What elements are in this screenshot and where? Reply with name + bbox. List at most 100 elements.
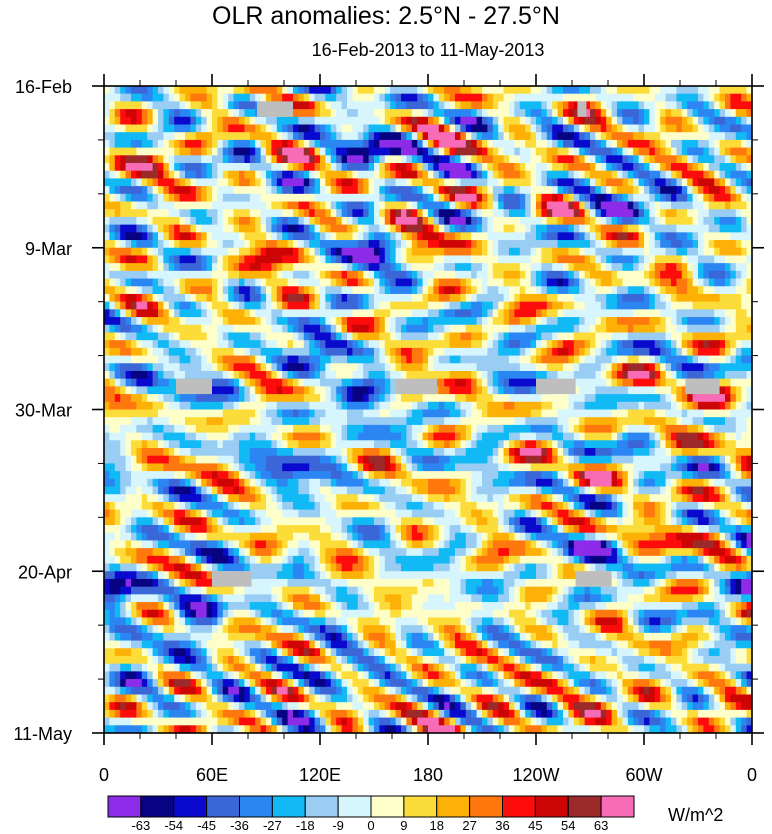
heatmap-cell bbox=[487, 401, 494, 411]
heatmap-cell bbox=[687, 394, 694, 403]
heatmap-cell bbox=[530, 155, 537, 164]
heatmap-cell bbox=[573, 347, 580, 357]
heatmap-cell bbox=[487, 370, 494, 380]
heatmap-cell bbox=[158, 209, 164, 218]
heatmap-cell bbox=[212, 270, 218, 280]
heatmap-cell bbox=[460, 332, 467, 341]
heatmap-cell bbox=[163, 132, 170, 141]
heatmap-cell bbox=[190, 370, 197, 380]
heatmap-cell bbox=[600, 178, 607, 187]
heatmap-cell bbox=[147, 340, 154, 349]
heatmap-cell bbox=[525, 270, 532, 280]
heatmap-cell bbox=[341, 340, 348, 349]
heatmap-cell bbox=[433, 332, 440, 341]
heatmap-cell bbox=[212, 363, 218, 372]
heatmap-cell bbox=[260, 163, 267, 172]
heatmap-cell bbox=[622, 332, 629, 341]
heatmap-cell bbox=[428, 86, 434, 95]
heatmap-cell bbox=[600, 363, 607, 372]
heatmap-cell bbox=[104, 163, 110, 172]
heatmap-cell bbox=[460, 401, 467, 411]
heatmap-cell bbox=[590, 86, 596, 95]
heatmap-cell bbox=[174, 347, 181, 357]
heatmap-cell bbox=[136, 293, 143, 303]
heatmap-cell bbox=[336, 386, 343, 395]
heatmap-cell bbox=[233, 309, 240, 318]
heatmap-cell bbox=[698, 293, 704, 303]
heatmap-cell bbox=[125, 363, 132, 372]
heatmap-cell bbox=[163, 124, 170, 133]
heatmap-cell bbox=[336, 240, 343, 249]
heatmap-cell bbox=[557, 178, 564, 187]
heatmap-cell bbox=[390, 301, 397, 310]
heatmap-cell bbox=[498, 278, 505, 287]
heatmap-cell bbox=[330, 101, 337, 110]
heatmap-cell bbox=[444, 178, 451, 187]
heatmap-cell bbox=[109, 147, 116, 156]
heatmap-cell bbox=[125, 386, 132, 395]
heatmap-cell bbox=[131, 247, 137, 257]
heatmap-cell bbox=[519, 240, 526, 249]
heatmap-cell bbox=[368, 255, 375, 264]
heatmap-cell bbox=[730, 263, 737, 272]
heatmap-cell bbox=[671, 347, 677, 357]
heatmap-cell bbox=[595, 309, 602, 318]
heatmap-cell bbox=[347, 178, 353, 187]
heatmap-cell bbox=[109, 301, 116, 310]
heatmap-cell bbox=[611, 209, 618, 218]
heatmap-cell bbox=[271, 139, 278, 149]
heatmap-cell bbox=[168, 201, 175, 210]
heatmap-cell bbox=[676, 270, 683, 280]
heatmap-cell bbox=[147, 247, 154, 257]
heatmap-cell bbox=[498, 317, 505, 326]
heatmap-cell bbox=[303, 186, 310, 195]
heatmap-cell bbox=[692, 278, 699, 287]
heatmap-cell bbox=[519, 317, 526, 326]
heatmap-cell bbox=[352, 224, 359, 233]
heatmap-cell bbox=[600, 324, 607, 334]
heatmap-cell bbox=[109, 340, 116, 349]
heatmap-cell bbox=[163, 116, 170, 126]
heatmap-cell bbox=[644, 216, 650, 226]
heatmap-cell bbox=[509, 224, 515, 233]
heatmap-cell bbox=[438, 293, 445, 303]
heatmap-cell bbox=[433, 93, 440, 102]
heatmap-cell bbox=[746, 201, 752, 210]
heatmap-cell bbox=[185, 301, 191, 310]
heatmap-cell bbox=[347, 347, 353, 357]
heatmap-cell bbox=[735, 324, 742, 334]
heatmap-cell bbox=[455, 401, 461, 411]
heatmap-cell bbox=[363, 163, 370, 172]
heatmap-cell bbox=[303, 286, 310, 295]
heatmap-cell bbox=[676, 378, 683, 387]
heatmap-cell bbox=[665, 193, 672, 203]
heatmap-cell bbox=[179, 224, 186, 233]
heatmap-cell bbox=[525, 216, 532, 226]
heatmap-cell bbox=[158, 186, 164, 195]
heatmap-cell bbox=[492, 370, 499, 380]
heatmap-cell bbox=[255, 347, 262, 357]
heatmap-cell bbox=[163, 201, 170, 210]
heatmap-cell bbox=[341, 124, 348, 133]
heatmap-cell bbox=[168, 363, 175, 372]
heatmap-cell bbox=[600, 116, 607, 126]
heatmap-cell bbox=[120, 324, 127, 334]
heatmap-cell bbox=[573, 324, 580, 334]
heatmap-cell bbox=[660, 240, 667, 249]
heatmap-cell bbox=[379, 332, 386, 341]
heatmap-cell bbox=[384, 386, 391, 395]
heatmap-cell bbox=[293, 347, 299, 357]
heatmap-cell bbox=[168, 109, 175, 118]
heatmap-cell bbox=[584, 293, 591, 303]
heatmap-cell bbox=[595, 270, 602, 280]
heatmap-cell bbox=[303, 247, 310, 257]
heatmap-cell bbox=[368, 155, 375, 164]
heatmap-cell bbox=[600, 155, 607, 164]
heatmap-cell bbox=[595, 255, 602, 264]
heatmap-cell bbox=[633, 101, 640, 110]
heatmap-cell bbox=[336, 193, 343, 203]
heatmap-cell bbox=[303, 86, 310, 95]
heatmap-cell bbox=[379, 317, 386, 326]
heatmap-cell bbox=[633, 394, 640, 403]
heatmap-cell bbox=[557, 355, 564, 364]
